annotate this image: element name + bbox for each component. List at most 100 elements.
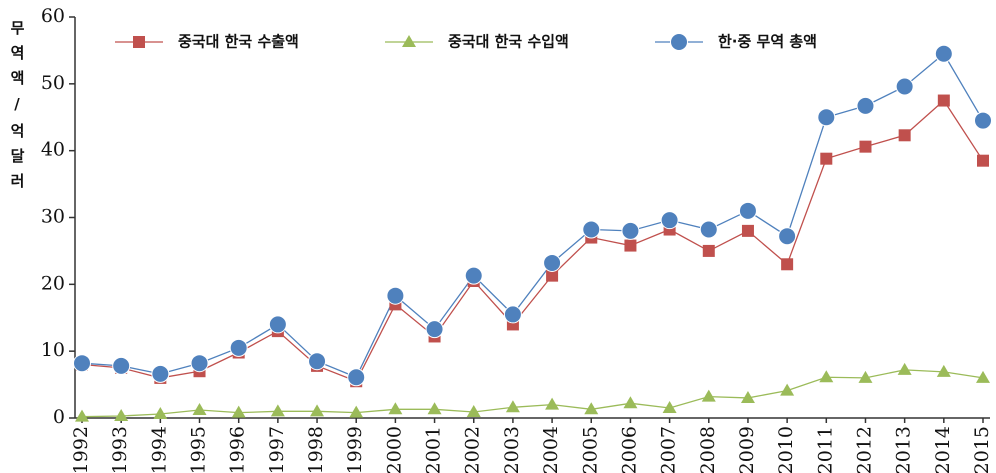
marker xyxy=(153,406,168,419)
legend-marker xyxy=(670,33,688,51)
marker xyxy=(976,370,990,383)
marker xyxy=(974,111,992,130)
marker xyxy=(699,220,718,239)
marker xyxy=(934,44,953,63)
marker xyxy=(112,356,131,375)
legend-marker xyxy=(133,36,145,48)
legend-marker xyxy=(402,35,416,47)
y-axis-label: 무역액/억달러 xyxy=(8,20,26,198)
marker xyxy=(231,405,246,418)
marker xyxy=(427,402,442,415)
marker xyxy=(977,154,989,167)
y-tick-label: 40 xyxy=(41,139,65,161)
legend-label: 중국대 한국 수입액 xyxy=(448,33,569,51)
x-tick-label: 2003 xyxy=(501,426,523,473)
marker xyxy=(817,108,836,127)
marker xyxy=(229,338,248,357)
marker xyxy=(662,400,677,413)
marker xyxy=(623,396,638,409)
series-line xyxy=(81,52,984,379)
marker xyxy=(702,244,715,257)
x-tick-label: 2004 xyxy=(540,426,562,473)
x-tick-label: 1998 xyxy=(305,426,327,473)
marker xyxy=(268,315,287,334)
y-tick-label: 10 xyxy=(41,339,65,361)
y-tick-label: 0 xyxy=(53,406,65,428)
marker xyxy=(895,77,914,96)
x-tick-label: 2009 xyxy=(736,426,758,473)
marker xyxy=(778,227,797,246)
marker xyxy=(505,400,520,413)
marker xyxy=(582,220,601,239)
x-tick-label: 1995 xyxy=(188,426,210,473)
marker xyxy=(624,239,637,252)
x-tick-label: 2014 xyxy=(932,426,954,473)
marker xyxy=(856,96,875,115)
x-tick-label: 2000 xyxy=(383,426,405,473)
marker xyxy=(466,404,481,417)
marker xyxy=(936,364,951,377)
x-tick-label: 1996 xyxy=(227,426,249,473)
marker xyxy=(937,94,950,107)
marker xyxy=(660,211,679,230)
marker xyxy=(425,320,444,339)
marker xyxy=(858,370,873,383)
marker xyxy=(190,354,209,373)
marker xyxy=(192,402,207,415)
marker xyxy=(388,402,403,415)
marker xyxy=(347,368,366,387)
legend-label: 한·중 무역 총액 xyxy=(718,33,817,51)
x-tick-label: 1993 xyxy=(109,426,131,473)
marker xyxy=(114,408,129,421)
marker xyxy=(780,383,795,396)
marker xyxy=(270,404,285,417)
marker xyxy=(75,409,89,422)
marker xyxy=(819,370,834,383)
x-tick-label: 2013 xyxy=(893,426,915,473)
marker xyxy=(701,389,716,402)
marker xyxy=(897,362,912,375)
x-tick-label: 1994 xyxy=(148,426,170,473)
x-tick-label: 2001 xyxy=(423,426,445,473)
marker xyxy=(73,354,91,373)
x-tick-label: 2005 xyxy=(579,426,601,473)
x-tick-label: 2008 xyxy=(697,426,719,473)
series-line xyxy=(81,99,984,383)
x-tick-label: 2007 xyxy=(658,426,680,473)
y-tick-label: 20 xyxy=(41,272,65,294)
marker xyxy=(151,364,170,383)
marker xyxy=(820,152,833,165)
marker xyxy=(543,253,562,272)
marker xyxy=(898,129,911,142)
y-tick-label: 60 xyxy=(41,5,65,27)
series-line xyxy=(81,369,984,418)
marker xyxy=(308,352,327,371)
marker xyxy=(310,404,325,417)
marker xyxy=(545,397,560,410)
y-tick-label: 50 xyxy=(41,72,65,94)
x-tick-label: 2011 xyxy=(814,426,836,473)
marker xyxy=(621,221,640,240)
marker xyxy=(546,269,559,282)
marker xyxy=(464,266,483,285)
marker xyxy=(740,390,755,403)
marker xyxy=(781,258,794,271)
y-tick-label: 30 xyxy=(41,206,65,228)
x-tick-label: 2006 xyxy=(618,426,640,473)
x-tick-label: 1999 xyxy=(344,426,366,473)
marker xyxy=(503,305,522,324)
marker xyxy=(584,402,599,415)
marker xyxy=(741,224,754,237)
x-tick-label: 1997 xyxy=(266,426,288,473)
x-tick-label: 2002 xyxy=(462,426,484,473)
legend-label: 중국대 한국 수출액 xyxy=(178,33,299,51)
x-tick-label: 2012 xyxy=(853,426,875,473)
x-tick-label: 1992 xyxy=(70,426,92,473)
marker xyxy=(386,286,405,305)
x-tick-label: 2015 xyxy=(971,426,993,473)
marker xyxy=(859,140,872,153)
x-tick-label: 2010 xyxy=(775,426,797,473)
marker xyxy=(349,405,364,418)
marker xyxy=(738,201,757,220)
